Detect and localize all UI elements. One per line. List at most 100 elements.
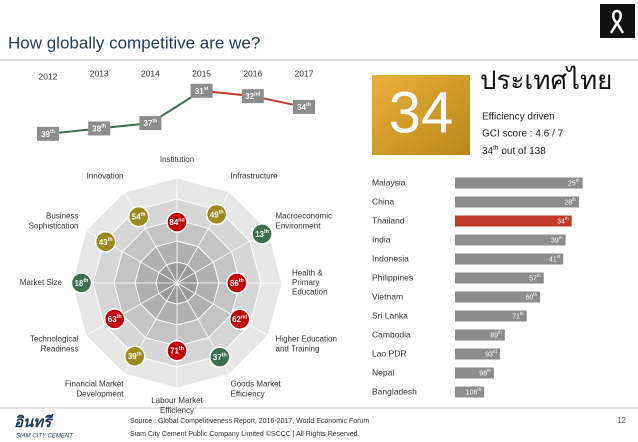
- pillar-label: Higher Education and Training: [276, 335, 337, 354]
- pillar-rank: 62nd: [232, 315, 247, 325]
- bar: [455, 272, 544, 284]
- pillar-rank: 18th: [75, 279, 89, 289]
- year-label: 2017: [295, 68, 314, 78]
- pillar-marker: [209, 346, 231, 368]
- pillar-marker: [127, 205, 150, 228]
- country-label: Sri Lanka: [372, 310, 408, 320]
- bar-label: 89th: [490, 330, 502, 339]
- country-label: China: [372, 196, 394, 206]
- rank-number: 34: [389, 80, 454, 145]
- rank-marker: [190, 83, 213, 98]
- bar: [455, 291, 541, 303]
- pillar-rank: 71th: [170, 346, 184, 356]
- pillar-marker: [166, 339, 188, 362]
- pillar-label: Technological Readiness: [30, 335, 79, 354]
- rank-detail: Efficiency driven: [482, 112, 555, 123]
- source: Source : Global Competitiveness Report, …: [130, 418, 369, 425]
- bar-label: 93rd: [485, 349, 497, 358]
- country-label: Vietnam: [372, 291, 403, 301]
- country-label: Malaysia: [372, 177, 406, 187]
- bar-label: 34th: [557, 216, 569, 225]
- pillar-rank: 86th: [230, 279, 244, 289]
- rank-marker: [293, 99, 315, 114]
- pillar-label: Labour Market Efficiency: [151, 396, 203, 415]
- country-label: Philippines: [372, 272, 413, 282]
- ribbon: [609, 9, 625, 34]
- rank-marker: [37, 126, 59, 141]
- country-label: Thailand: [372, 215, 405, 225]
- logo: อินทรี: [14, 414, 54, 431]
- pillar-rank: 13th: [255, 229, 269, 239]
- pillar-label: Business Sophistication: [29, 212, 79, 231]
- country-label: Nepal: [372, 367, 394, 377]
- bar-label: 41st: [549, 254, 561, 263]
- bar-label: 25th: [568, 178, 580, 187]
- bar: [455, 367, 494, 379]
- country-label: Bangladesh: [372, 386, 417, 396]
- country-label: Lao PDR: [372, 348, 407, 358]
- bar-label: 57th: [529, 273, 541, 282]
- year-label: 2014: [141, 68, 160, 78]
- bar-label: 71th: [512, 311, 524, 320]
- pillar-marker: [94, 231, 117, 253]
- rank-marker: [139, 116, 162, 131]
- bar: [455, 177, 583, 189]
- year-label: 2012: [39, 71, 58, 81]
- pillar-marker: [103, 308, 126, 330]
- rank-label: 37th: [143, 119, 157, 129]
- page-number: 12: [617, 416, 626, 425]
- rank-label: 31st: [195, 86, 209, 96]
- rank-label: 34th: [297, 102, 311, 112]
- radar-spoke: [124, 191, 178, 284]
- radar-spoke: [176, 282, 269, 336]
- bar-label: 106th: [466, 387, 482, 396]
- country-label: India: [372, 234, 391, 244]
- pillar-label: Financial Market Development: [65, 380, 124, 399]
- pillar-label: Innovation: [87, 172, 124, 181]
- pillar-label: Macroeconomic Environment: [276, 212, 332, 231]
- pillar-rank: 43th: [99, 237, 113, 247]
- pillar-marker: [205, 203, 228, 226]
- rank-label: 32nd: [245, 92, 260, 102]
- pillar-rank: 39th: [128, 352, 142, 362]
- bar-label: 28th: [564, 197, 576, 206]
- pillar-rank: 37th: [213, 353, 227, 363]
- year-label: 2016: [243, 68, 262, 78]
- bar-label: 39th: [551, 235, 563, 244]
- pillar-label: Infrastructure: [231, 172, 279, 181]
- pillar-marker: [228, 308, 251, 330]
- country-label: Cambodia: [372, 329, 411, 339]
- rank-detail: GCI score : 4.6 / 7: [482, 129, 564, 140]
- pillar-rank: 63th: [108, 315, 122, 325]
- country-name: ประเทศไทย: [480, 65, 612, 95]
- country-label: Indonesia: [372, 253, 409, 263]
- logo-sub: SIAM CITY CEMENT: [16, 434, 74, 440]
- pillar-marker: [251, 223, 273, 245]
- bar-label: 98th: [479, 368, 491, 377]
- bar: [455, 386, 485, 398]
- year-label: 2015: [192, 68, 211, 78]
- bar: [455, 348, 500, 360]
- pillar-label: Health & Primary Education: [292, 269, 328, 297]
- bar-label: 60th: [525, 292, 537, 301]
- pillar-rank: 49th: [210, 210, 224, 220]
- title: How globally competitive are we?: [8, 33, 260, 52]
- pillar-label: Institution: [160, 155, 194, 164]
- rank-detail: 34th out of 138: [482, 144, 546, 156]
- pillar-label: Market Size: [20, 278, 63, 287]
- rank-marker: [241, 89, 264, 104]
- copyright: Siam City Cement Public Company Limited …: [130, 430, 360, 438]
- pillar-rank: 84nd: [169, 218, 184, 228]
- pillar-marker: [226, 272, 248, 294]
- year-label: 2013: [90, 68, 109, 78]
- bar: [455, 234, 566, 246]
- pillar-marker: [70, 272, 93, 294]
- rank-label: 38th: [92, 124, 106, 134]
- radar-spoke: [85, 282, 178, 336]
- bar: [455, 329, 505, 341]
- pillar-marker: [123, 345, 146, 367]
- bar: [455, 253, 564, 265]
- rank-label: 39th: [41, 129, 55, 139]
- pillar-marker: [166, 211, 188, 233]
